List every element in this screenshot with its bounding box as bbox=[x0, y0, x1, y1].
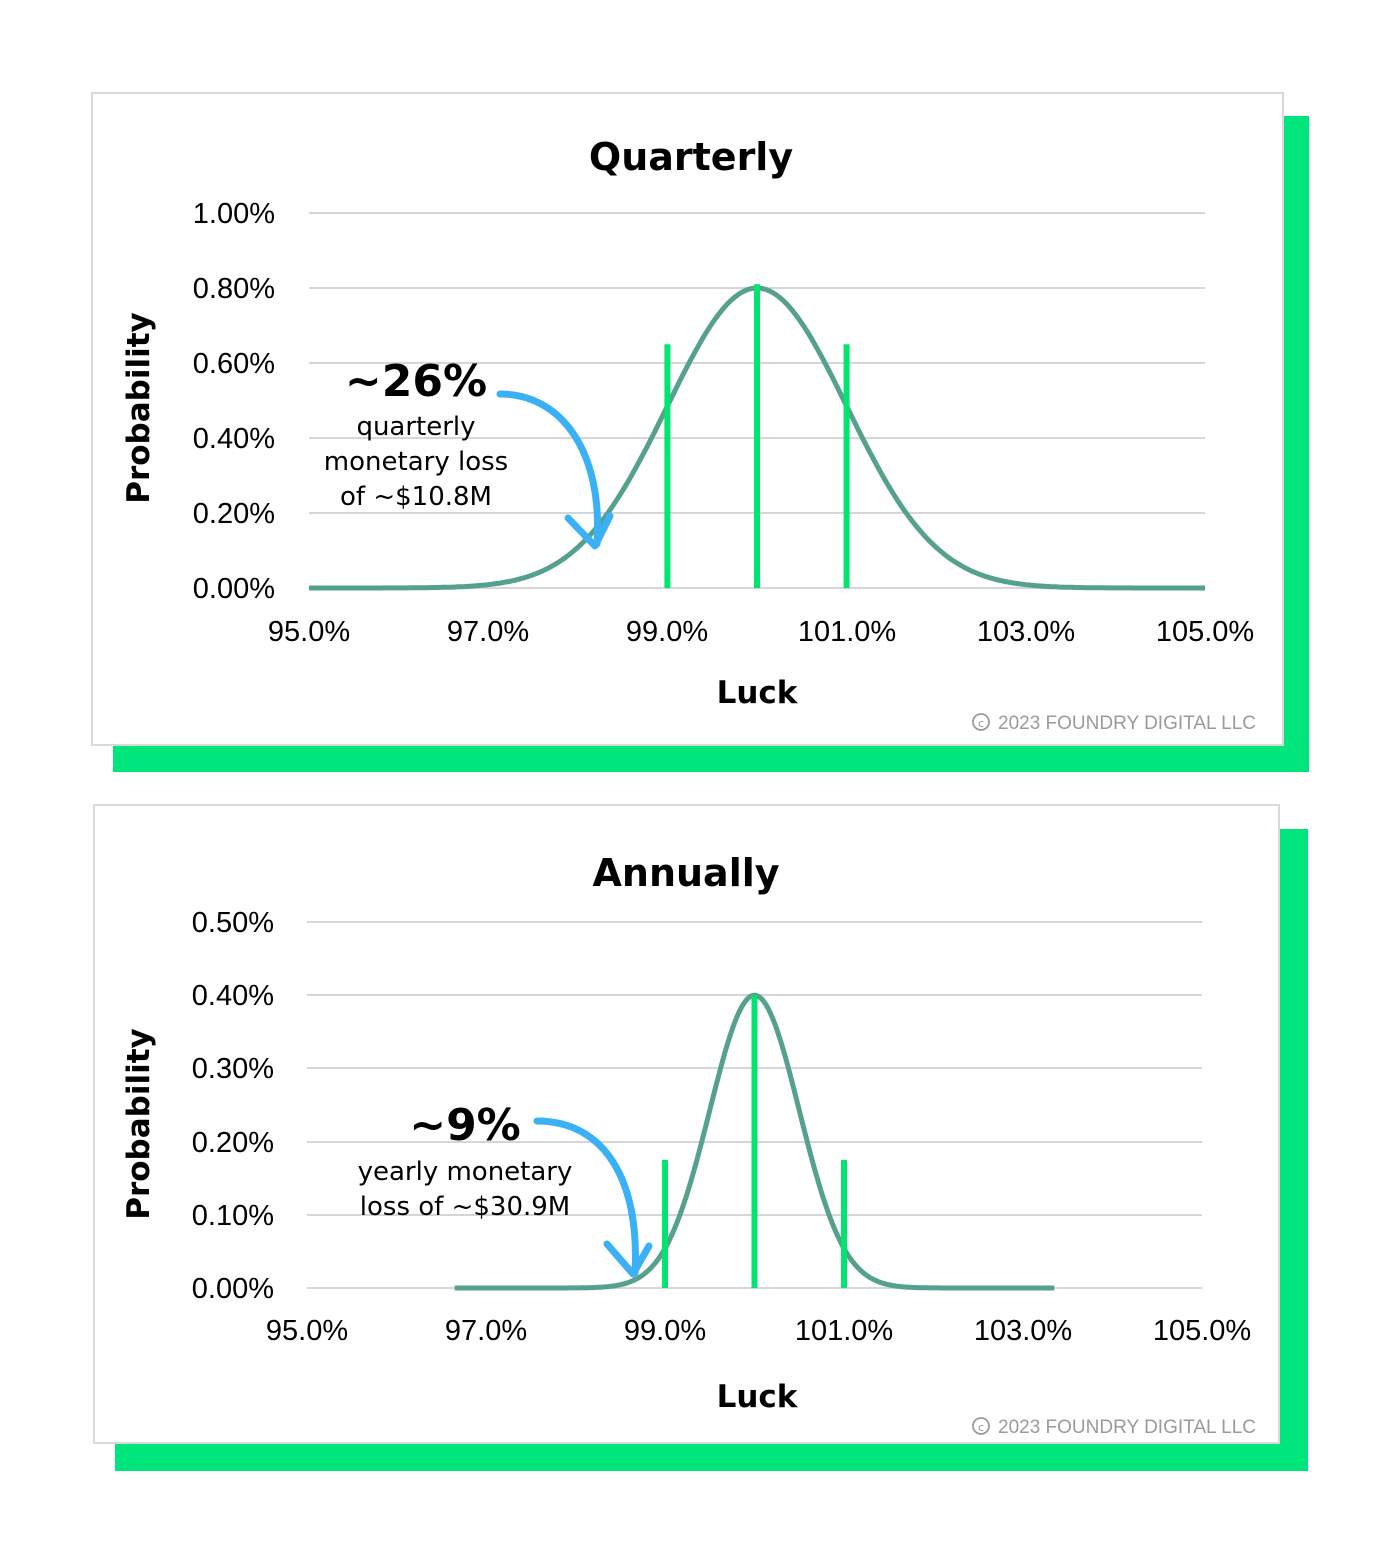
annotation-value: ~26% bbox=[345, 356, 487, 407]
chart-title: Quarterly bbox=[589, 135, 793, 179]
x-tick-label: 97.0% bbox=[445, 1315, 527, 1347]
y-tick-labels: 0.00% 0.10% 0.20% 0.30% 0.40% 0.50% bbox=[192, 907, 274, 1305]
copyright-icon bbox=[972, 713, 990, 731]
chart-quarterly: Quarterly 0.00% 0.20% 0.40% 0.60% 0.80% … bbox=[121, 135, 1256, 734]
marker-lines bbox=[664, 284, 850, 588]
x-tick-label: 105.0% bbox=[1156, 616, 1254, 648]
copyright-text: 2023 FOUNDRY DIGITAL LLC bbox=[998, 713, 1256, 734]
y-tick-label: 0.10% bbox=[192, 1200, 274, 1232]
x-axis-label: Luck bbox=[717, 675, 799, 711]
y-tick-label: 0.40% bbox=[193, 423, 275, 455]
y-tick-label: 0.00% bbox=[192, 1273, 274, 1305]
x-tick-labels: 95.0% 97.0% 99.0% 101.0% 103.0% 105.0% bbox=[268, 616, 1254, 648]
marker-lines bbox=[662, 995, 847, 1288]
copyright: c 2023 FOUNDRY DIGITAL LLC bbox=[972, 713, 1256, 734]
chart-card-annually: Annually 0.00% 0.10% 0.20% 0.30% 0.40% 0… bbox=[93, 804, 1280, 1444]
x-tick-label: 105.0% bbox=[1153, 1315, 1251, 1347]
annotation-value: ~9% bbox=[409, 1100, 521, 1151]
x-tick-label: 97.0% bbox=[447, 616, 529, 648]
y-tick-label: 0.60% bbox=[193, 348, 275, 380]
y-tick-label: 0.20% bbox=[193, 498, 275, 530]
chart-card-quarterly: Quarterly 0.00% 0.20% 0.40% 0.60% 0.80% … bbox=[91, 92, 1284, 746]
x-tick-label: 95.0% bbox=[266, 1315, 348, 1347]
y-tick-label: 0.20% bbox=[192, 1127, 274, 1159]
x-tick-label: 103.0% bbox=[974, 1315, 1072, 1347]
y-tick-label: 0.00% bbox=[193, 573, 275, 605]
svg-text:c: c bbox=[978, 1421, 984, 1434]
copyright-icon bbox=[972, 1417, 990, 1435]
y-tick-label: 0.40% bbox=[192, 980, 274, 1012]
y-axis-label: Probability bbox=[121, 312, 157, 504]
x-axis-label: Luck bbox=[717, 1379, 799, 1415]
copyright-text: 2023 FOUNDRY DIGITAL LLC bbox=[998, 1417, 1256, 1438]
annotation-line: yearly monetary bbox=[358, 1157, 573, 1187]
x-tick-label: 103.0% bbox=[977, 616, 1075, 648]
chart-title: Annually bbox=[592, 851, 779, 895]
x-tick-label: 101.0% bbox=[798, 616, 896, 648]
copyright: c 2023 FOUNDRY DIGITAL LLC bbox=[972, 1417, 1256, 1438]
y-tick-label: 0.30% bbox=[192, 1053, 274, 1085]
annotation-line: of ~$10.8M bbox=[340, 482, 492, 512]
x-tick-labels: 95.0% 97.0% 99.0% 101.0% 103.0% 105.0% bbox=[266, 1315, 1251, 1347]
x-tick-label: 101.0% bbox=[795, 1315, 893, 1347]
annotation-arrow bbox=[496, 390, 614, 550]
y-tick-labels: 0.00% 0.20% 0.40% 0.60% 0.80% 1.00% bbox=[193, 198, 275, 605]
svg-text:c: c bbox=[978, 717, 984, 730]
annotation-line: quarterly bbox=[356, 412, 475, 442]
annotation-line: loss of ~$30.9M bbox=[360, 1192, 570, 1222]
chart-annually: Annually 0.00% 0.10% 0.20% 0.30% 0.40% 0… bbox=[121, 851, 1256, 1438]
annotation-line: monetary loss bbox=[324, 447, 508, 477]
y-tick-label: 0.80% bbox=[193, 273, 275, 305]
x-tick-label: 95.0% bbox=[268, 616, 350, 648]
x-tick-label: 99.0% bbox=[624, 1315, 706, 1347]
y-tick-label: 0.50% bbox=[192, 907, 274, 939]
x-tick-label: 99.0% bbox=[626, 616, 708, 648]
y-tick-label: 1.00% bbox=[193, 198, 275, 230]
y-axis-label: Probability bbox=[121, 1028, 157, 1220]
annotation-arrow bbox=[533, 1117, 653, 1278]
